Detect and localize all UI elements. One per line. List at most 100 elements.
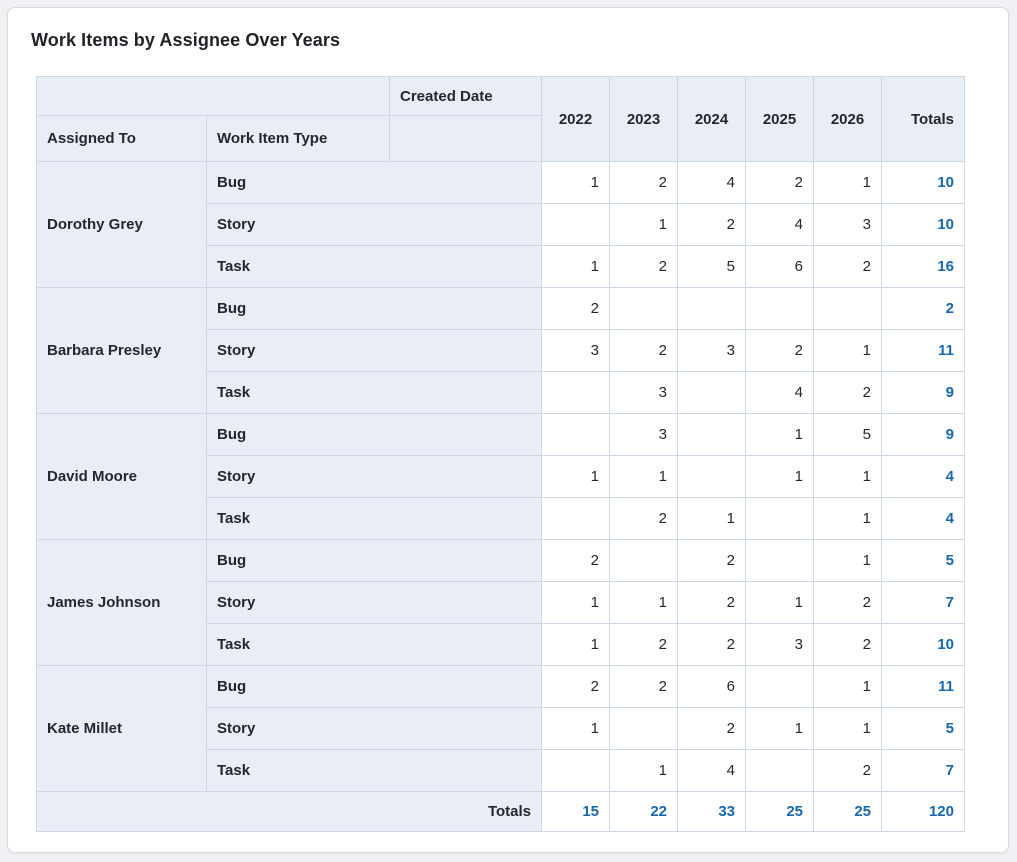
table-row: Task 1 2 2 3 2 10 — [37, 623, 965, 666]
value-cell — [609, 707, 678, 750]
work-item-type-cell: Bug — [206, 161, 542, 204]
grand-total-cell: 120 — [881, 791, 965, 832]
value-cell — [813, 287, 882, 330]
work-item-type-cell: Bug — [206, 539, 542, 582]
value-cell: 1 — [541, 581, 610, 624]
value-cell: 2 — [813, 245, 882, 288]
work-item-type-cell: Task — [206, 245, 542, 288]
corner-cell — [36, 76, 390, 116]
table-row: Kate Millet Bug 2 2 6 1 11 — [36, 665, 965, 792]
row-total-cell: 10 — [881, 161, 965, 204]
table-row: Task 2 1 1 4 — [37, 497, 965, 540]
value-cell: 2 — [677, 623, 746, 666]
work-item-type-cell: Story — [206, 707, 542, 750]
value-cell: 5 — [677, 245, 746, 288]
table-row: David Moore Bug 3 1 5 9 — [36, 413, 965, 540]
column-total-cell: 15 — [541, 791, 610, 832]
row-total-cell: 11 — [881, 329, 965, 372]
value-cell: 1 — [813, 497, 882, 540]
table-row: Story 1 2 1 1 5 — [37, 707, 965, 750]
value-cell: 2 — [677, 203, 746, 246]
totals-column-header: Totals — [881, 76, 965, 162]
totals-row: Totals 15 22 33 25 25 120 — [36, 791, 965, 832]
year-header: 2023 — [609, 76, 678, 162]
value-cell: 2 — [745, 161, 814, 204]
value-cell: 1 — [813, 707, 882, 750]
value-cell: 1 — [813, 161, 882, 204]
pivot-table: Created Date 2022 2023 2024 2025 2026 Totals … — [36, 76, 965, 832]
value-cell: 1 — [609, 581, 678, 624]
value-cell — [745, 497, 814, 540]
value-cell: 1 — [609, 203, 678, 246]
value-cell: 1 — [813, 665, 882, 708]
row-total-cell: 16 — [881, 245, 965, 288]
assigned-to-header: Assigned To — [36, 115, 207, 162]
value-cell — [745, 287, 814, 330]
created-date-header: Created Date — [389, 76, 542, 116]
value-cell: 1 — [745, 581, 814, 624]
value-cell — [745, 539, 814, 582]
row-total-cell: 7 — [881, 581, 965, 624]
value-cell: 2 — [813, 749, 882, 792]
row-total-cell: 5 — [881, 539, 965, 582]
year-header: 2026 — [813, 76, 882, 162]
value-cell: 1 — [541, 455, 610, 498]
value-cell: 2 — [813, 581, 882, 624]
value-cell: 3 — [609, 371, 678, 414]
assignee-cell: David Moore — [36, 413, 207, 540]
table-row: Task 1 4 2 7 — [37, 749, 965, 792]
value-cell — [541, 413, 610, 456]
work-item-type-header: Work Item Type — [206, 115, 390, 162]
row-total-cell: 9 — [881, 413, 965, 456]
row-total-cell: 9 — [881, 371, 965, 414]
table-row: Task 1 2 5 6 2 16 — [37, 245, 965, 288]
row-total-cell: 4 — [881, 455, 965, 498]
value-cell: 3 — [677, 329, 746, 372]
work-item-type-cell: Task — [206, 497, 542, 540]
header-row-bottom: Assigned To Work Item Type — [36, 115, 965, 162]
value-cell — [745, 749, 814, 792]
value-cell: 6 — [745, 245, 814, 288]
value-cell: 3 — [541, 329, 610, 372]
column-total-cell: 22 — [609, 791, 678, 832]
value-cell: 1 — [745, 413, 814, 456]
value-cell: 2 — [813, 371, 882, 414]
year-header: 2024 — [677, 76, 746, 162]
work-item-type-cell: Bug — [206, 665, 542, 708]
value-cell: 1 — [677, 497, 746, 540]
table-row: James Johnson Bug 2 2 1 5 — [36, 539, 965, 666]
row-total-cell: 4 — [881, 497, 965, 540]
value-cell — [745, 665, 814, 708]
value-cell: 2 — [677, 581, 746, 624]
value-cell: 4 — [677, 749, 746, 792]
row-total-cell: 10 — [881, 623, 965, 666]
value-cell — [541, 371, 610, 414]
work-item-type-cell: Story — [206, 455, 542, 498]
value-cell — [609, 539, 678, 582]
value-cell — [677, 371, 746, 414]
created-date-spacer-cell — [389, 115, 542, 162]
row-total-cell: 10 — [881, 203, 965, 246]
column-total-cell: 25 — [745, 791, 814, 832]
table-row: Story 1 1 2 1 2 7 — [37, 581, 965, 624]
value-cell: 1 — [745, 707, 814, 750]
value-cell: 2 — [677, 707, 746, 750]
value-cell — [541, 749, 610, 792]
value-cell: 2 — [541, 539, 610, 582]
work-item-type-cell: Task — [206, 749, 542, 792]
header-row-top: Created Date 2022 2023 2024 2025 2026 Totals — [36, 76, 965, 162]
value-cell: 2 — [541, 287, 610, 330]
value-cell: 4 — [745, 371, 814, 414]
assignee-cell: Kate Millet — [36, 665, 207, 792]
totals-row-label: Totals — [36, 791, 542, 832]
value-cell — [677, 287, 746, 330]
value-cell: 5 — [813, 413, 882, 456]
value-cell: 1 — [541, 161, 610, 204]
value-cell: 4 — [745, 203, 814, 246]
table-row: Story 1 1 1 1 4 — [37, 455, 965, 498]
column-total-cell: 25 — [813, 791, 882, 832]
work-item-type-cell: Bug — [206, 287, 542, 330]
value-cell: 1 — [745, 455, 814, 498]
work-item-type-cell: Story — [206, 581, 542, 624]
value-cell — [541, 497, 610, 540]
